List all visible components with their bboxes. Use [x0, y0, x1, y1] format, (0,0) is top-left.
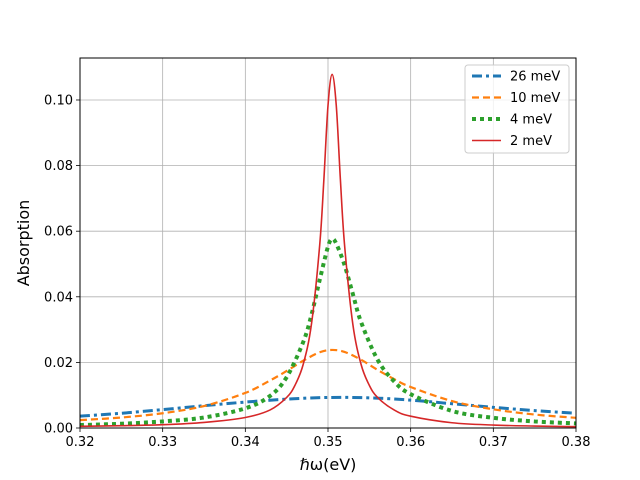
y-tick-label: 0.02: [44, 356, 73, 371]
y-tick-label: 0.06: [44, 225, 73, 240]
legend-label: 2 meV: [510, 134, 552, 149]
ticks: 0.32 0.33 0.34 0.35 0.36 0.37 0.38 0.00 0.02 0.04…: [44, 93, 590, 450]
x-tick-label: 0.34: [231, 435, 260, 450]
legend-label: 10 meV: [510, 91, 560, 106]
legend-box: [464, 64, 570, 154]
x-tick-label: 0.35: [314, 435, 343, 450]
y-tick-label: 0.00: [44, 422, 73, 437]
series-line-2-mev: [80, 73, 576, 428]
x-tick-label: 0.37: [479, 435, 508, 450]
legend-label: 4 meV: [510, 113, 552, 128]
legend-label: 26 meV: [510, 70, 560, 85]
y-tick-label: 0.10: [44, 93, 73, 108]
x-tick-label: 0.36: [396, 435, 425, 450]
x-tick-label: 0.38: [562, 435, 591, 450]
x-tick-label: 0.32: [66, 435, 95, 450]
series-line-26-mev: [80, 395, 576, 418]
x-axis-label: ℏω(eV): [300, 455, 357, 474]
series-line-10-mev: [80, 348, 576, 422]
x-tick-label: 0.33: [148, 435, 177, 450]
y-axis-label: Absorption: [14, 200, 33, 287]
y-tick-label: 0.04: [44, 290, 73, 305]
series-line-4-mev: [80, 236, 576, 428]
series-layer: [80, 73, 576, 428]
legend: 26 meV 10 meV 4 meV 2 meV: [464, 64, 570, 154]
y-tick-label: 0.08: [44, 159, 73, 174]
